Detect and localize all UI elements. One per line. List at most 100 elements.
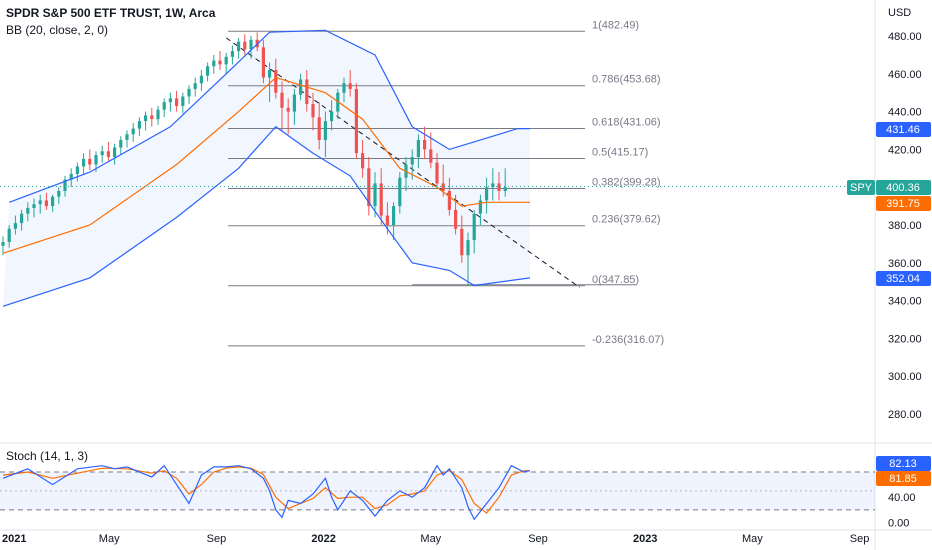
candle-body [286, 107, 290, 112]
candle-body [348, 83, 352, 89]
bb-basis-badge: 391.75 [876, 196, 931, 211]
candle [224, 53, 228, 74]
time-tick-label: May [99, 533, 120, 545]
svg-text:391.75: 391.75 [886, 198, 920, 210]
svg-text:SPY: SPY [850, 182, 873, 194]
candle-body [311, 104, 315, 118]
fib-level-label: 0.236(379.62) [592, 214, 661, 226]
time-tick-label: Sep [850, 533, 870, 545]
candle-body [323, 121, 327, 140]
candle [466, 232, 470, 286]
candle-body [144, 115, 148, 122]
candle [162, 98, 166, 118]
trend-line[interactable] [225, 37, 580, 288]
candle [119, 136, 123, 156]
candle-body [106, 151, 110, 157]
candle [26, 202, 30, 222]
time-tick-label: May [742, 533, 763, 545]
symbol-title[interactable]: SPDR S&P 500 ETF TRUST, 1W, Arca [6, 6, 216, 20]
candle [243, 34, 247, 55]
candle-body [75, 166, 79, 174]
candle-body [7, 228, 11, 243]
candle [212, 54, 216, 74]
time-tick-label: 2022 [311, 533, 335, 545]
candle [311, 92, 315, 131]
stoch-axis[interactable]: 40.00 0.00 [888, 492, 916, 529]
candle [131, 122, 135, 142]
candle [274, 58, 278, 99]
candle-body [1, 242, 5, 246]
candle-body [478, 200, 482, 214]
candle-body [485, 187, 489, 201]
candle-body [175, 98, 179, 106]
candle-body [51, 196, 55, 207]
candle [392, 202, 396, 241]
fibonacci-retracement[interactable]: 1(482.49) 0.786(453.68) 0.618(431.06) 0.5(4… [228, 19, 664, 347]
price-axis[interactable]: 480.00460.00440.00420.00400.00380.00360.… [888, 31, 922, 421]
candle-body [342, 83, 346, 93]
candle-body [280, 92, 284, 108]
price-tick-label: 300.00 [888, 371, 922, 383]
candle-body [429, 149, 433, 163]
candle-body [416, 139, 420, 157]
symbol-badge[interactable]: SPY [847, 180, 875, 195]
time-axis[interactable]: 2021MaySep2022MaySep2023MaySep2024 [2, 533, 932, 545]
candle-body [292, 94, 296, 112]
candle [1, 236, 5, 256]
candle [299, 73, 303, 101]
candle-body [94, 155, 98, 165]
candle-body [410, 156, 414, 165]
stoch-tick-label: 0.00 [888, 517, 909, 529]
candle-body [119, 139, 123, 148]
candle [268, 62, 272, 103]
candle-body [460, 228, 464, 256]
candle [460, 215, 464, 263]
price-tick-label: 440.00 [888, 107, 922, 119]
candle-body [441, 183, 445, 191]
fib-level-label: 1(482.49) [592, 19, 639, 31]
candle-body [212, 60, 216, 67]
candle-body [491, 183, 495, 188]
candle [168, 92, 172, 112]
candle-body [230, 51, 234, 57]
price-tick-label: 380.00 [888, 220, 922, 232]
candle-body [57, 190, 61, 197]
candle [206, 62, 210, 82]
candle-body [156, 109, 160, 120]
candle [423, 126, 427, 159]
candle [69, 168, 73, 188]
candle [305, 70, 309, 112]
stoch-pane [0, 464, 875, 521]
candle-body [274, 70, 278, 93]
candle [503, 168, 507, 197]
fib-level-label: 0.786(453.68) [592, 74, 661, 86]
candle-body [113, 147, 117, 157]
candle [361, 139, 365, 178]
candle [156, 105, 160, 125]
candle-body [69, 173, 73, 180]
candle-body [361, 153, 365, 169]
time-tick-label: 2021 [2, 533, 26, 545]
candle [398, 172, 402, 214]
candle-body [32, 204, 36, 208]
stoch-indicator-label[interactable]: Stoch (14, 1, 3) [6, 449, 89, 463]
candle-body [181, 96, 185, 106]
price-tick-label: 460.00 [888, 69, 922, 81]
candle-body [82, 158, 86, 167]
candle [13, 215, 17, 235]
fib-level-label: -0.236(316.07) [592, 334, 664, 346]
candle [218, 51, 222, 71]
candle [88, 149, 92, 171]
bb-indicator-label[interactable]: BB (20, close, 2, 0) [6, 23, 109, 37]
candle [44, 192, 48, 210]
candle [435, 153, 439, 188]
bb-upper-badge: 431.46 [876, 122, 931, 137]
bb-fill [3, 30, 530, 307]
candle-body [150, 115, 154, 120]
candle [125, 130, 129, 148]
stoch-tick-label: 40.00 [888, 492, 916, 504]
stoch-k-badge: 82.13 [876, 456, 931, 471]
candle-body [13, 223, 17, 229]
